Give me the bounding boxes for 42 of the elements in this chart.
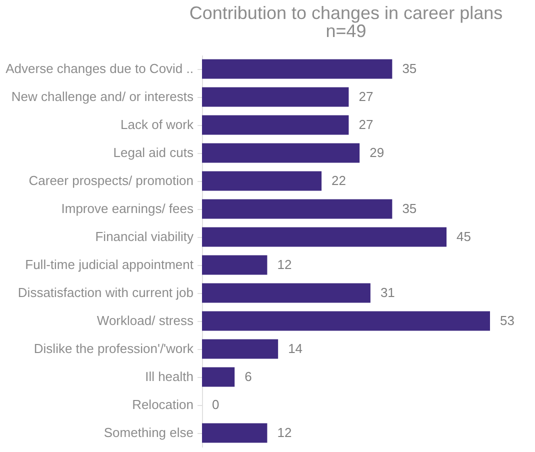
data-label: 6 <box>244 369 252 384</box>
bar <box>202 339 278 359</box>
bar <box>202 423 268 443</box>
y-tick-label: New challenge and/ or interests <box>11 89 194 104</box>
data-label: 27 <box>358 89 374 104</box>
bar <box>202 87 349 107</box>
bar <box>202 283 370 303</box>
y-tick-label: Financial viability <box>95 229 194 244</box>
y-tick-label: Adverse changes due to Covid .. <box>6 61 194 76</box>
bar <box>202 311 490 331</box>
y-tick-label: Dislike the profession'/'work <box>34 341 194 356</box>
y-tick-label: Relocation <box>132 397 194 412</box>
data-label: 31 <box>380 285 395 300</box>
y-tick-label: Full-time judicial appointment <box>25 257 194 272</box>
bar <box>202 143 360 163</box>
bar <box>202 255 268 275</box>
y-tick-label: Ill health <box>145 369 194 384</box>
y-tick-label: Career prospects/ promotion <box>28 173 194 188</box>
data-label: 22 <box>332 173 346 188</box>
data-label: 35 <box>402 201 417 216</box>
data-label: 27 <box>358 117 374 132</box>
bar <box>202 199 392 219</box>
y-tick-label: Legal aid cuts <box>113 145 194 160</box>
chart-title: Contribution to changes in career plans <box>189 3 503 23</box>
data-label: 12 <box>277 257 292 272</box>
data-label: 0 <box>212 397 220 412</box>
bar <box>202 115 349 135</box>
y-tick-label: Dissatisfaction with current job <box>18 285 194 300</box>
y-tick-label: Something else <box>104 425 194 440</box>
y-tick-label: Improve earnings/ fees <box>61 201 194 216</box>
data-label: 35 <box>402 61 417 76</box>
data-label: 12 <box>277 425 292 440</box>
bar <box>202 227 447 247</box>
bar <box>202 59 392 79</box>
data-label: 29 <box>370 145 384 160</box>
bar <box>202 367 235 387</box>
y-tick-label: Lack of work <box>120 117 194 132</box>
bar <box>202 171 322 191</box>
data-label: 53 <box>500 313 514 328</box>
data-label: 14 <box>288 341 303 356</box>
data-label: 45 <box>456 229 471 244</box>
y-tick-label: Workload/ stress <box>96 313 194 328</box>
